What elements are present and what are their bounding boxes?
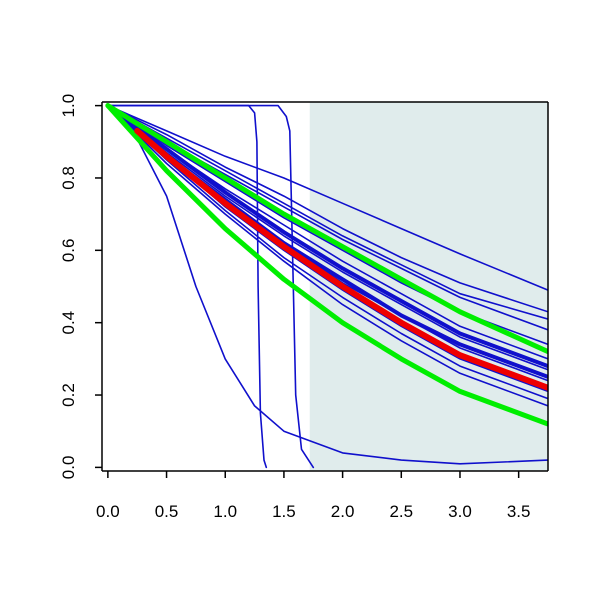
series-line-blue-13: [107, 104, 548, 407]
series-line-green-16: [105, 103, 548, 355]
x-tick-label: 0.5: [155, 502, 179, 521]
x-tick-label: 3.0: [448, 502, 472, 521]
series-line-green-17: [105, 103, 548, 427]
y-tick-label: 0.6: [59, 239, 78, 263]
x-tick-label: 2.5: [389, 502, 413, 521]
y-tick-label: 0.8: [59, 166, 78, 190]
x-tick-label: 2.0: [331, 502, 355, 521]
x-tick-label: 1.5: [272, 502, 296, 521]
series-line-blue-0: [107, 104, 548, 465]
series-line-blue-5: [107, 104, 548, 320]
series-line-blue-2: [107, 104, 315, 469]
series-line-blue-3: [107, 104, 548, 291]
x-tick-label: 1.0: [213, 502, 237, 521]
y-tick-label: 1.0: [59, 94, 78, 118]
series-line-red-18: [134, 127, 548, 391]
y-tick-label: 0.0: [59, 456, 78, 480]
series-line-blue-9: [107, 104, 548, 371]
plot-area: [105, 102, 548, 471]
axes: 0.0 0.5 1.0 1.5 2.0 2.5 3.0 3.5 0.0 0.2 0.4 0.6 0.8 1…: [59, 94, 549, 521]
series-line-blue-14: [105, 103, 548, 369]
x-tick-label: 0.0: [96, 502, 120, 521]
series-line-blue-12: [107, 104, 548, 400]
series-line-blue-4: [107, 104, 548, 313]
y-tick-label: 0.4: [59, 311, 78, 335]
x-tick-label: 3.5: [507, 502, 531, 521]
y-tick-label: 0.2: [59, 383, 78, 407]
